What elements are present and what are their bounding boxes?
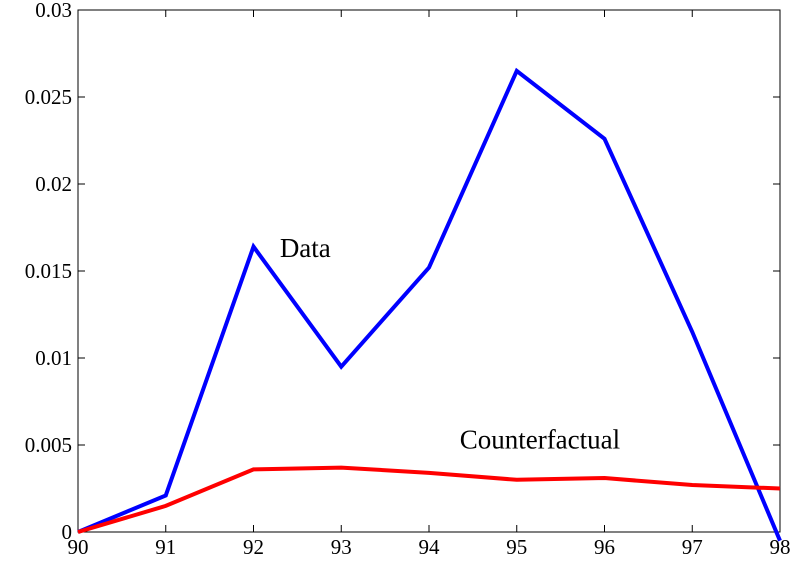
tick-marks	[77, 9, 781, 533]
series-line-counterfactual	[77, 465, 781, 534]
x-tick-label: 93	[331, 535, 352, 559]
x-tick-label: 90	[68, 535, 89, 559]
y-tick-label: 0.01	[35, 346, 72, 370]
x-tick-label: 97	[682, 535, 703, 559]
y-tick-label: 0	[62, 520, 73, 544]
axes	[77, 9, 781, 533]
plot-frame	[77, 9, 781, 533]
x-tick-label: 91	[155, 535, 176, 559]
annotation-label: Data	[280, 233, 331, 263]
x-tick-label: 94	[419, 535, 441, 559]
series-line-data	[77, 67, 782, 542]
x-tick-label: 96	[594, 535, 615, 559]
y-tick-label: 0.025	[25, 85, 72, 109]
tick-labels: 90 91 92 93 94 95 96 97 98 0 0.005 0.01 0.015 0.02 0.0…	[25, 0, 791, 559]
series-lines	[77, 67, 782, 542]
x-tick-label: 98	[770, 535, 791, 559]
x-tick-label: 92	[243, 535, 264, 559]
y-tick-label: 0.03	[35, 0, 72, 22]
x-tick-label: 95	[506, 535, 527, 559]
y-tick-label: 0.02	[35, 172, 72, 196]
annotations: Data Counterfactual	[280, 233, 620, 454]
annotation-label: Counterfactual	[460, 424, 620, 454]
y-tick-label: 0.005	[25, 433, 72, 457]
y-tick-label: 0.015	[25, 259, 72, 283]
